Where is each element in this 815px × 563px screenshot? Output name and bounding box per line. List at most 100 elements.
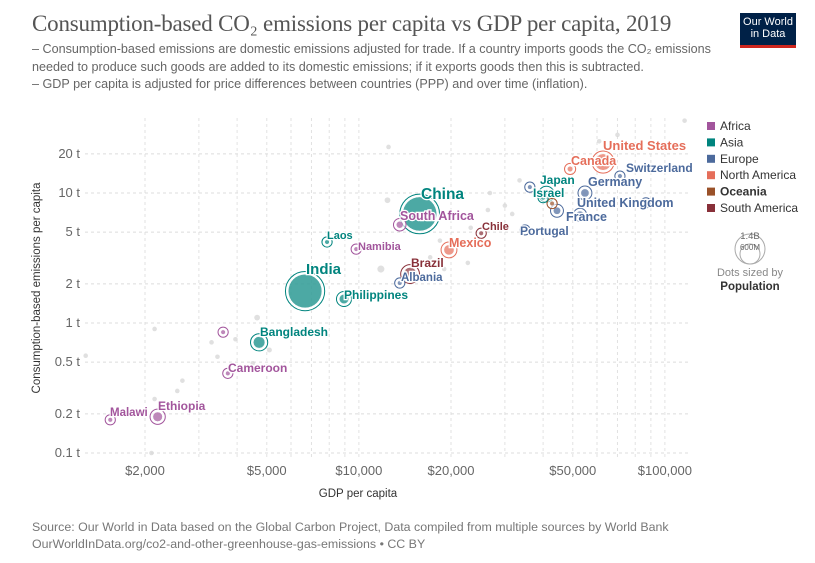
- data-point-malawi: [107, 417, 113, 423]
- y-tick-label: 0.1 t: [55, 445, 81, 460]
- point-label: Mexico: [449, 236, 492, 250]
- data-point-other: [180, 378, 185, 383]
- data-point-philippines: [339, 294, 349, 304]
- point-label: Namibia: [358, 241, 402, 253]
- data-point-ethiopia: [152, 411, 163, 422]
- y-tick-label: 0.2 t: [55, 406, 81, 421]
- data-point-portugal: [522, 227, 528, 233]
- point-label: Brazil: [411, 256, 444, 270]
- legend-swatch: [707, 122, 715, 130]
- footer: Source: Our World in Data based on the G…: [32, 519, 669, 553]
- y-tick-label: 1 t: [66, 315, 81, 330]
- point-label: Switzerland: [626, 161, 693, 175]
- data-point-other: [377, 265, 385, 273]
- data-point-canada: [567, 165, 574, 173]
- data-point-laos: [324, 239, 330, 245]
- data-point-switzerland: [617, 173, 623, 179]
- data-point-other: [250, 360, 256, 366]
- data-point-bangladesh: [253, 336, 266, 349]
- point-label: South Africa: [400, 209, 475, 223]
- data-point-united-states: [594, 153, 612, 171]
- data-point-other: [465, 260, 471, 266]
- x-tick-label: $100,000: [638, 463, 692, 478]
- data-point-other: [517, 178, 522, 183]
- point-label: United Kingdom: [577, 196, 674, 210]
- source-url-link[interactable]: OurWorldInData.org/co2-and-other-greenho…: [32, 537, 377, 551]
- point-label: Laos: [327, 230, 353, 242]
- legend-label: North America: [720, 168, 796, 182]
- size-legend-variable: Population: [720, 281, 779, 293]
- logo-line-2: in Data: [750, 28, 786, 40]
- point-label: China: [421, 186, 464, 203]
- data-point-other: [209, 340, 214, 345]
- legend-item-europe[interactable]: Europe: [707, 152, 759, 166]
- data-point-france: [553, 206, 561, 215]
- point-label: Ethiopia: [158, 399, 206, 413]
- legend-swatch: [707, 187, 715, 196]
- point-label: Philippines: [344, 288, 408, 302]
- legend-item-south-america[interactable]: South America: [707, 201, 798, 215]
- data-point-israel: [540, 195, 546, 201]
- data-point-other: [174, 388, 180, 394]
- logo-line-1: Our World: [743, 16, 793, 28]
- data-point-other: [441, 266, 447, 272]
- data-point-other: [233, 336, 238, 342]
- owid-logo[interactable]: Our World in Data: [740, 13, 796, 48]
- data-point-other: [596, 138, 602, 144]
- legend-swatch: [707, 154, 715, 163]
- source-note: Source: Our World in Data based on the G…: [32, 520, 669, 534]
- point-label: Israel: [533, 186, 564, 200]
- legend-item-asia[interactable]: Asia: [707, 135, 744, 149]
- x-tick-label: $5,000: [247, 463, 287, 478]
- chart-title: Consumption-based CO₂ emissions per capi…: [32, 11, 672, 36]
- legend-label: Africa: [720, 119, 751, 133]
- point-label: Canada: [571, 154, 617, 168]
- data-point-africa: [220, 329, 226, 335]
- point-label: Malawi: [110, 407, 148, 419]
- data-point-united-kingdom: [576, 210, 584, 219]
- data-point-other: [427, 255, 433, 260]
- size-legend-caption: Dots sized by: [717, 267, 784, 279]
- data-point-other: [468, 225, 474, 231]
- data-point-other: [384, 197, 391, 204]
- data-point-south-africa: [396, 221, 404, 229]
- y-tick-label: 10 t: [58, 185, 80, 200]
- point-label: France: [566, 210, 607, 224]
- data-point-other: [502, 203, 508, 208]
- legend-label: Asia: [720, 135, 744, 149]
- data-point-europe: [643, 200, 649, 206]
- data-point-namibia: [353, 246, 359, 252]
- y-tick-label: 2 t: [66, 276, 81, 291]
- data-point-other: [682, 118, 687, 123]
- data-point-china: [402, 196, 437, 232]
- legend-item-north-america[interactable]: North America: [707, 168, 796, 182]
- size-legend-small-label: 600M: [740, 243, 760, 252]
- y-tick-label: 0.5 t: [55, 354, 81, 369]
- point-label: India: [306, 261, 342, 278]
- data-point-europe: [527, 184, 533, 190]
- data-point-other: [326, 266, 332, 272]
- legend-item-africa[interactable]: Africa: [707, 119, 751, 133]
- legend-label: Europe: [720, 152, 759, 166]
- data-point-chile: [478, 230, 484, 236]
- legend-swatch: [707, 171, 715, 180]
- data-point-other: [215, 354, 220, 360]
- size-legend-circle-small: [739, 243, 761, 265]
- data-point-other: [509, 211, 515, 217]
- data-point-other: [149, 450, 154, 456]
- y-tick-label: 20 t: [58, 146, 80, 161]
- point-label: Germany: [588, 175, 642, 189]
- data-point-germany: [580, 188, 590, 198]
- legend-label: Oceania: [720, 185, 767, 199]
- x-tick-label: $50,000: [549, 463, 596, 478]
- legend-item-oceania[interactable]: Oceania: [707, 185, 767, 199]
- data-point-other: [152, 396, 157, 402]
- data-point-other: [615, 132, 620, 138]
- y-axis-label: Consumption-based emissions per capita: [31, 182, 43, 394]
- data-point-other: [266, 347, 272, 353]
- legend-label: South America: [720, 201, 798, 215]
- x-tick-label: $20,000: [428, 463, 475, 478]
- data-point-other: [437, 238, 443, 243]
